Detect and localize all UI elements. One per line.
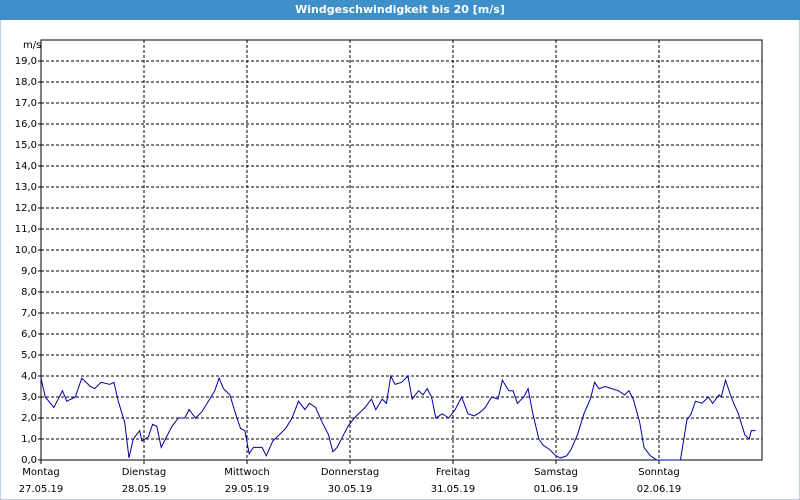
y-axis-label: m/s (23, 40, 41, 51)
x-tick-date: 31.05.19 (431, 484, 476, 495)
y-tick-label: 18,0 (15, 77, 37, 88)
y-tick-label: 6,0 (21, 329, 37, 340)
x-tick-label: Dienstag (122, 467, 167, 478)
wind-line (40, 374, 756, 461)
x-tick-label: Mittwoch (224, 467, 269, 478)
plot-frame (40, 39, 763, 461)
y-tick-label: 19,0 (15, 56, 37, 67)
y-tick-label: 12,0 (15, 203, 37, 214)
x-tick-label: Donnerstag (321, 467, 379, 478)
y-tick-label: 13,0 (15, 182, 37, 193)
x-tick-date: 01.06.19 (534, 484, 579, 495)
y-tick-label: 1,0 (21, 434, 37, 445)
y-tick-label: 17,0 (15, 98, 37, 109)
y-tick-label: 9,0 (21, 266, 37, 277)
y-tick-label: 8,0 (21, 287, 37, 298)
y-tick-label: 14,0 (15, 161, 37, 172)
y-tick-label: 10,0 (15, 245, 37, 256)
x-tick-date: 30.05.19 (328, 484, 373, 495)
x-tick-date: 28.05.19 (122, 484, 167, 495)
y-tick-label: 16,0 (15, 119, 37, 130)
title-bar (0, 0, 800, 20)
y-tick-label: 15,0 (15, 140, 37, 151)
x-tick-label: Sonntag (638, 467, 680, 478)
y-tick-label: 2,0 (21, 413, 37, 424)
chart-title: Windgeschwindigkeit bis 20 [m/s] (295, 3, 505, 16)
y-tick-label: 4,0 (21, 371, 37, 382)
y-tick-label: 0,0 (21, 455, 37, 466)
x-tick-label: Montag (22, 467, 59, 478)
y-tick-label: 5,0 (21, 350, 37, 361)
x-tick-label: Samstag (534, 467, 578, 478)
x-tick-date: 27.05.19 (19, 484, 64, 495)
x-tick-date: 02.06.19 (637, 484, 682, 495)
y-tick-label: 11,0 (15, 224, 37, 235)
y-tick-label: 7,0 (21, 308, 37, 319)
y-tick-label: 3,0 (21, 392, 37, 403)
x-tick-label: Freitag (436, 467, 470, 478)
x-tick-date: 29.05.19 (225, 484, 270, 495)
